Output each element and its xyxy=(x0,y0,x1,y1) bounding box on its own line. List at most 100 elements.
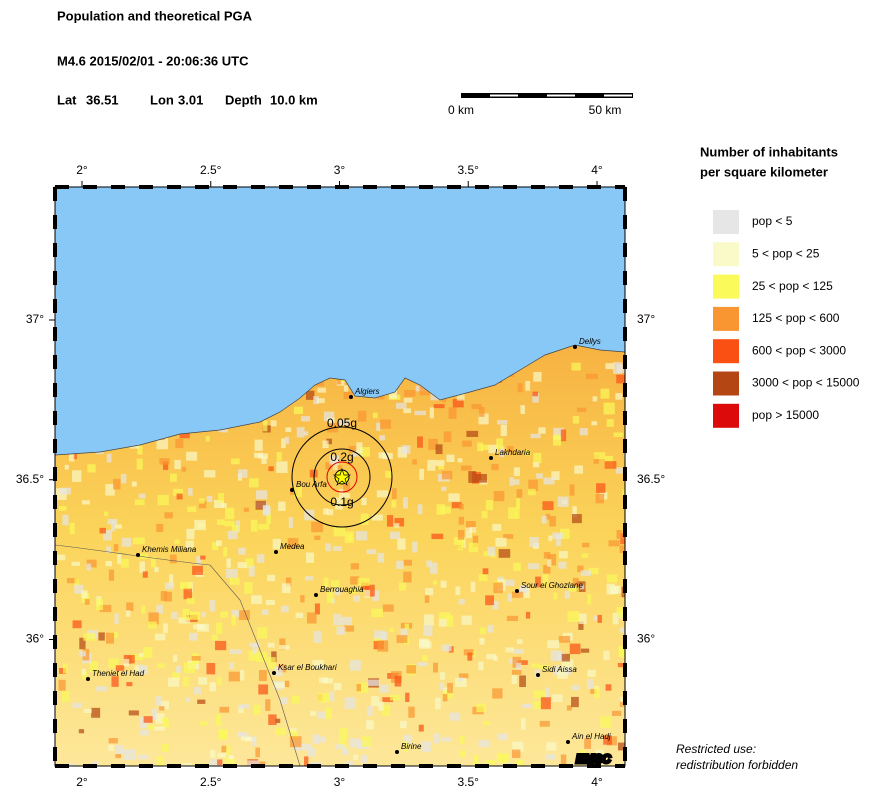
pop-cell xyxy=(400,720,407,729)
lat-tick-label: 36° xyxy=(637,632,655,646)
pop-cell xyxy=(131,653,144,661)
lon-tick-label: 3.5° xyxy=(458,163,480,177)
pop-cell xyxy=(281,583,291,594)
pop-cell xyxy=(496,438,504,449)
pop-cell xyxy=(114,613,119,625)
pop-cell xyxy=(379,684,389,693)
pop-cell xyxy=(194,686,201,695)
pop-cell xyxy=(527,488,536,496)
pop-cell xyxy=(593,452,606,460)
pop-cell xyxy=(357,410,367,422)
pop-cell xyxy=(425,588,434,596)
pop-cell xyxy=(513,467,520,477)
pop-cell xyxy=(507,593,512,602)
pop-cell xyxy=(313,631,322,643)
pop-cell xyxy=(497,733,509,741)
pop-cell xyxy=(495,537,507,547)
pop-cell xyxy=(403,559,413,566)
pop-cell xyxy=(305,390,315,400)
pop-cell xyxy=(580,648,590,653)
pop-cell xyxy=(606,419,614,427)
pop-cell xyxy=(448,407,457,419)
city-label: Bou Arfa xyxy=(296,480,327,489)
pop-cell xyxy=(606,574,618,583)
pop-cell xyxy=(624,677,625,684)
pop-cell xyxy=(571,514,582,524)
note: Restricted use: xyxy=(676,742,756,756)
pop-cell xyxy=(586,679,594,689)
pop-cell xyxy=(206,495,213,503)
pop-cell xyxy=(215,713,222,726)
pop-cell xyxy=(231,525,239,533)
pop-cell xyxy=(325,707,333,719)
pop-cell xyxy=(394,517,405,527)
scale-start: 0 km xyxy=(448,103,474,117)
pop-cell xyxy=(206,663,216,675)
pop-cell xyxy=(457,458,463,463)
pop-cell xyxy=(86,559,97,568)
lon-tick-label: 3° xyxy=(334,775,346,789)
pop-cell xyxy=(186,528,195,540)
city-dot xyxy=(566,740,570,744)
pop-cell xyxy=(326,509,334,516)
pop-cell xyxy=(174,459,181,470)
pop-cell xyxy=(349,588,359,594)
pop-cell xyxy=(560,429,567,442)
pop-cell xyxy=(228,755,234,760)
pop-cell xyxy=(521,703,533,709)
pop-cell xyxy=(205,435,210,442)
pop-cell xyxy=(72,450,77,460)
lon: 3.01 xyxy=(178,92,203,107)
pop-cell xyxy=(314,535,321,540)
pop-cell xyxy=(217,752,227,758)
city-dot xyxy=(573,345,577,349)
pop-cell xyxy=(309,711,317,716)
pop-cell xyxy=(516,489,523,498)
city-label: Birine xyxy=(401,742,422,751)
pop-cell xyxy=(572,577,579,587)
pop-cell xyxy=(293,486,303,498)
pop-cell xyxy=(578,621,584,630)
pop-cell xyxy=(600,388,610,399)
pop-cell xyxy=(293,406,304,415)
pop-cell xyxy=(511,675,517,684)
pop-cell xyxy=(513,479,520,485)
pop-cell xyxy=(157,663,165,668)
pop-cell xyxy=(139,729,149,736)
pop-cell xyxy=(561,653,570,662)
pop-cell xyxy=(64,464,69,470)
pop-cell xyxy=(126,682,133,687)
pop-cell xyxy=(421,655,428,662)
pop-cell xyxy=(304,431,309,436)
pop-cell xyxy=(440,737,451,742)
pop-cell xyxy=(154,567,159,573)
pop-cell xyxy=(558,551,568,559)
pop-cell xyxy=(154,633,166,641)
pop-cell xyxy=(252,736,257,747)
pop-cell xyxy=(197,699,206,704)
pop-cell xyxy=(258,761,266,766)
pop-cell xyxy=(553,427,565,440)
pop-cell xyxy=(262,505,270,516)
pop-cell xyxy=(594,687,600,698)
pop-cell xyxy=(543,565,551,574)
pop-cell xyxy=(231,458,240,465)
pop-cell xyxy=(151,708,157,720)
city-dot xyxy=(349,395,353,399)
pop-cell xyxy=(156,523,164,533)
pop-cell xyxy=(291,695,300,704)
pop-cell xyxy=(323,508,329,515)
pop-cell xyxy=(532,392,539,403)
pop-cell xyxy=(256,490,268,500)
pop-cell xyxy=(545,753,556,760)
pop-cell xyxy=(308,748,316,757)
city-label: Ain el Hadj xyxy=(571,732,611,741)
pop-cell xyxy=(592,396,598,402)
pop-cell xyxy=(440,580,447,588)
pop-cell xyxy=(338,420,350,426)
pop-cell xyxy=(318,693,330,703)
pop-cell xyxy=(586,373,598,380)
pop-cell xyxy=(616,606,625,618)
pop-cell xyxy=(440,506,451,514)
